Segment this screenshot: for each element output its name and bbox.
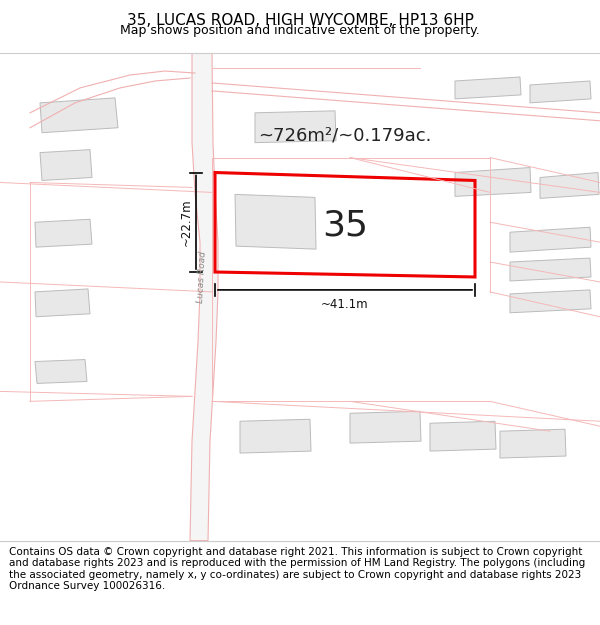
Polygon shape (35, 359, 87, 383)
Polygon shape (455, 168, 531, 196)
Text: Map shows position and indicative extent of the property.: Map shows position and indicative extent… (120, 24, 480, 38)
Polygon shape (510, 290, 591, 312)
Polygon shape (40, 98, 118, 132)
Polygon shape (500, 429, 566, 458)
Polygon shape (35, 219, 92, 247)
Polygon shape (40, 149, 92, 181)
Text: 35: 35 (322, 209, 368, 242)
Polygon shape (350, 411, 421, 443)
Polygon shape (530, 81, 591, 103)
Text: 35, LUCAS ROAD, HIGH WYCOMBE, HP13 6HP: 35, LUCAS ROAD, HIGH WYCOMBE, HP13 6HP (127, 13, 473, 28)
Text: ~726m²/~0.179ac.: ~726m²/~0.179ac. (259, 127, 431, 144)
Polygon shape (510, 258, 591, 281)
Text: Lucas Road: Lucas Road (196, 251, 208, 303)
Polygon shape (190, 53, 218, 541)
Polygon shape (540, 173, 599, 198)
Text: ~22.7m: ~22.7m (180, 199, 193, 246)
Polygon shape (510, 228, 591, 252)
Text: Contains OS data © Crown copyright and database right 2021. This information is : Contains OS data © Crown copyright and d… (9, 546, 585, 591)
Polygon shape (455, 77, 521, 99)
Polygon shape (35, 289, 90, 317)
Polygon shape (240, 419, 311, 453)
Polygon shape (255, 111, 336, 142)
Polygon shape (235, 194, 316, 249)
Text: ~41.1m: ~41.1m (321, 298, 369, 311)
Polygon shape (430, 421, 496, 451)
